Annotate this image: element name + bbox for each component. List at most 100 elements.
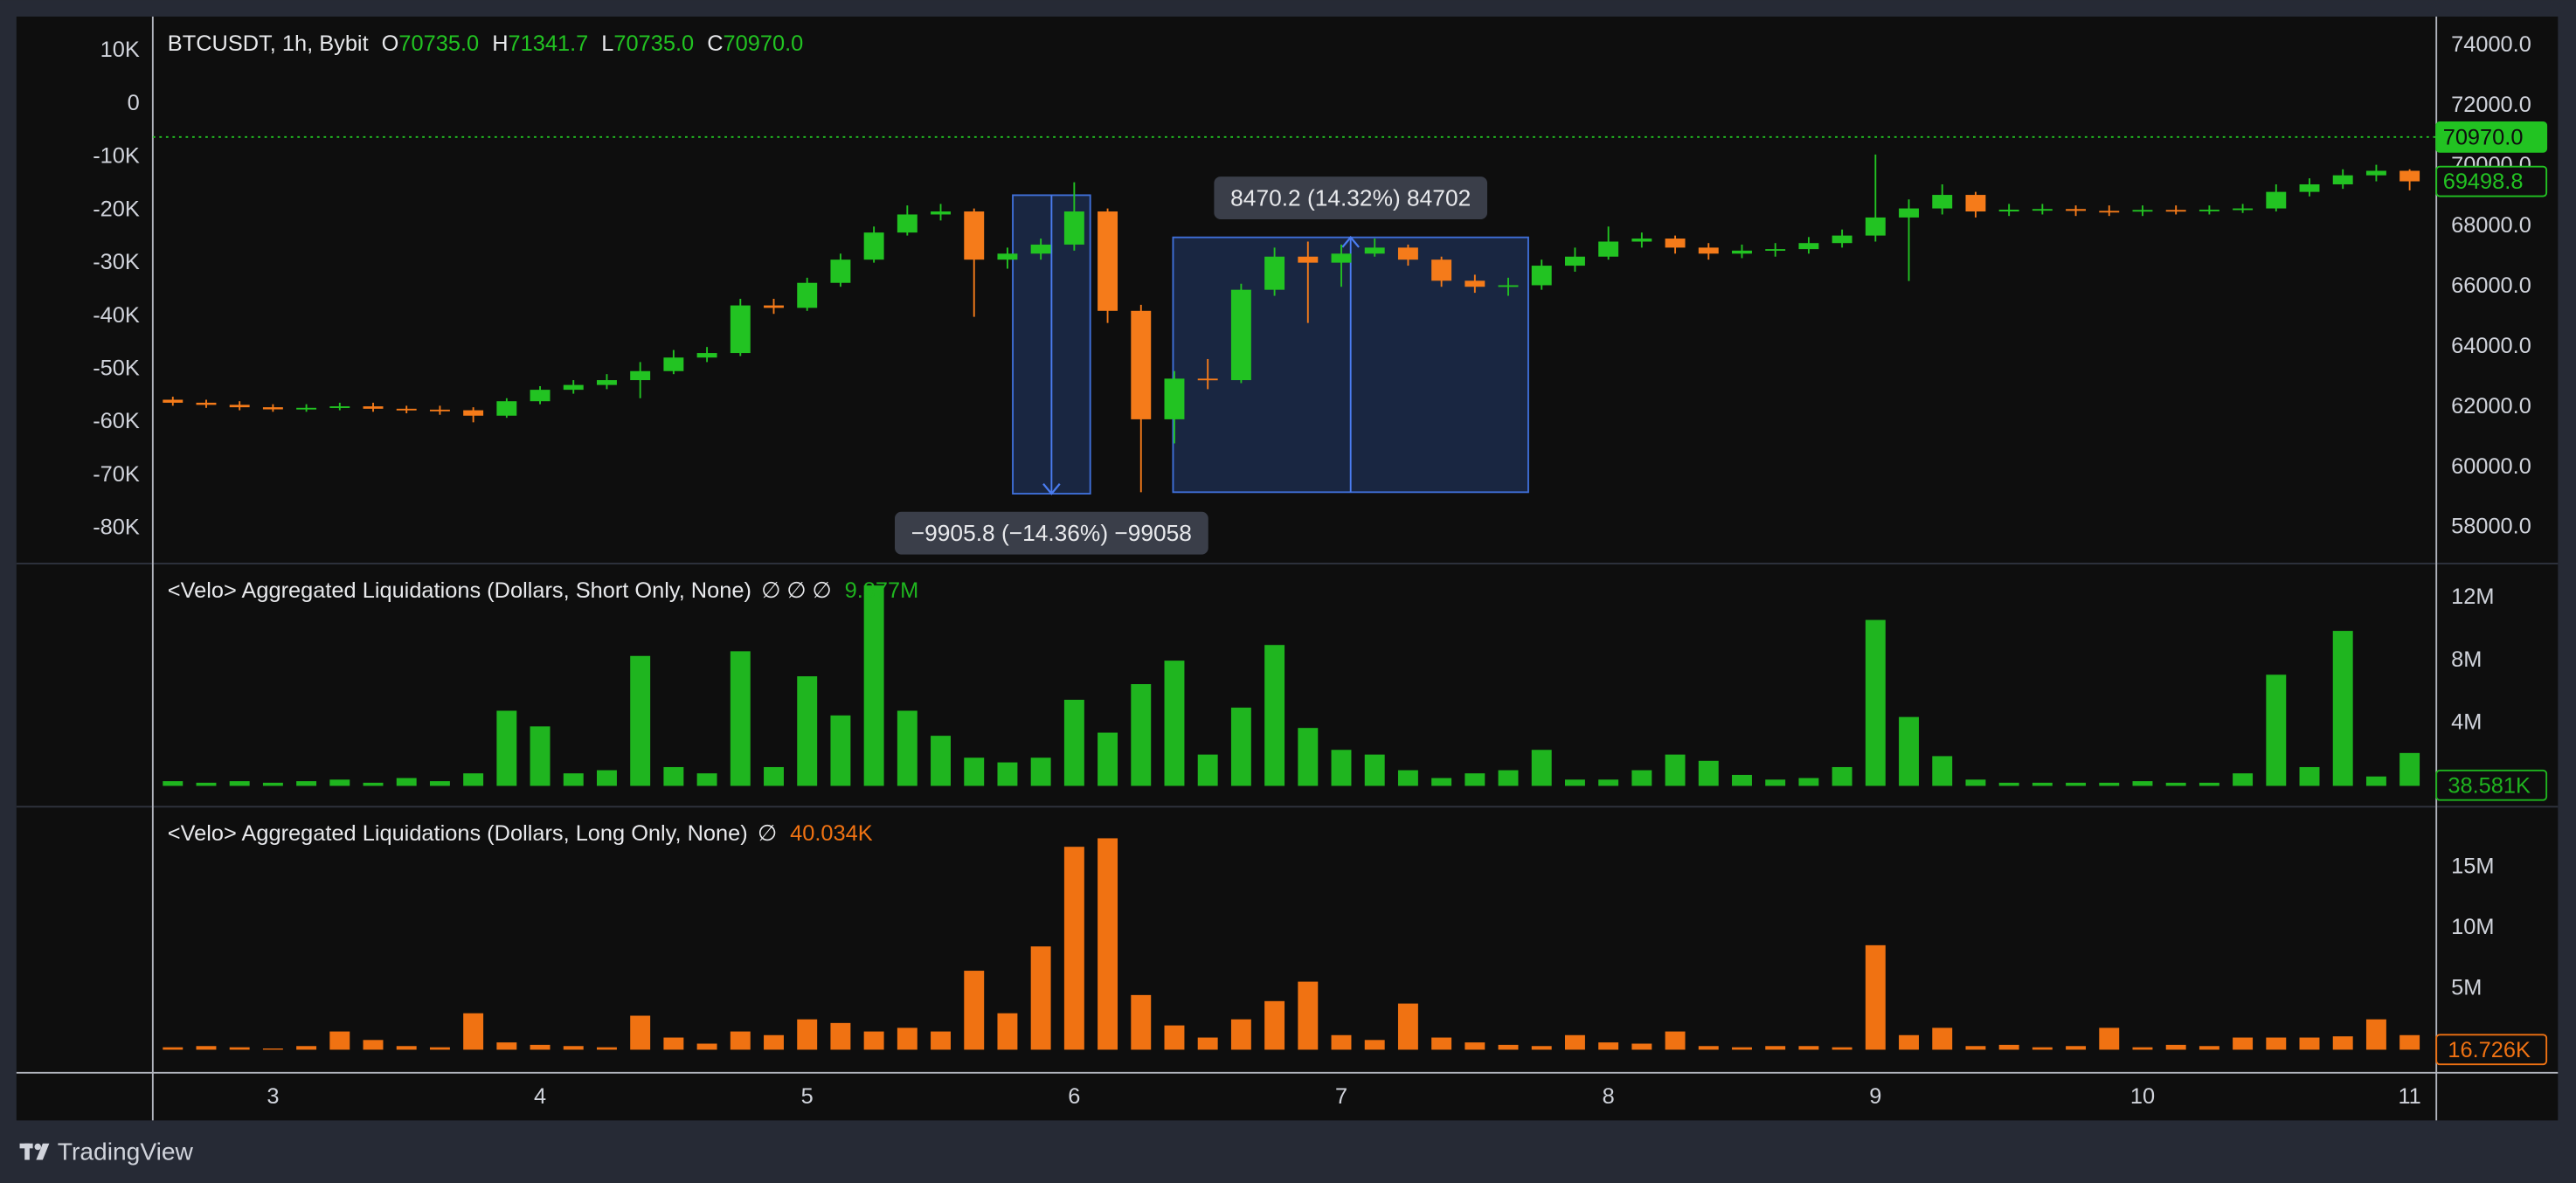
bar — [1364, 754, 1385, 786]
candle-body — [1431, 259, 1452, 281]
candle-body — [1932, 195, 1953, 209]
candle-body — [2399, 170, 2420, 182]
candle-body — [931, 211, 951, 215]
bar — [964, 758, 985, 786]
bar — [2233, 1037, 2254, 1050]
candle-body — [1197, 378, 1218, 381]
y-tick-label: 12M — [2451, 585, 2494, 609]
bar — [2299, 766, 2320, 786]
bar — [830, 1022, 851, 1050]
candle-body — [2099, 211, 2120, 213]
bar — [262, 782, 283, 786]
y-tick-label: 60000.0 — [2451, 454, 2531, 479]
field-value: 71341.7 — [509, 31, 589, 56]
measure-label: 8470.2 (14.32%) 84702 — [1230, 184, 1471, 211]
bar — [2099, 1027, 2120, 1050]
bar — [296, 781, 317, 786]
legend-symbols: ∅ — [758, 821, 777, 846]
field-key: O — [382, 31, 399, 56]
candle-body — [1131, 310, 1152, 419]
bar — [1865, 619, 1886, 786]
logo-part — [24, 1143, 30, 1160]
y2-tick-label: -30K — [93, 250, 140, 274]
bar — [1598, 1042, 1619, 1050]
y2-tick-label: -20K — [93, 197, 140, 221]
bar — [2066, 782, 2087, 786]
bar — [1598, 779, 1619, 786]
bar — [1564, 779, 1585, 786]
bar — [1298, 728, 1319, 786]
bar — [1264, 1000, 1285, 1050]
bar — [1331, 1034, 1352, 1050]
y2-tick-label: -10K — [93, 144, 140, 169]
bar — [1932, 1027, 1953, 1050]
bar — [1298, 981, 1319, 1050]
bar — [1230, 1019, 1251, 1050]
arrow-head — [1341, 235, 1360, 248]
bar — [2032, 1047, 2053, 1050]
candle-body — [2233, 208, 2254, 211]
bar — [1063, 699, 1084, 786]
bar — [897, 710, 918, 786]
bar — [530, 726, 551, 786]
candle-body — [1865, 217, 1886, 236]
bar — [229, 781, 250, 786]
brand-name: TradingView — [58, 1137, 194, 1165]
bar — [1899, 1034, 1919, 1050]
candle-body — [2365, 170, 2386, 176]
last-value-label: 16.726K — [2448, 1038, 2531, 1062]
brand-logo — [19, 1143, 50, 1160]
x-tick-label: 10 — [2130, 1084, 2155, 1109]
bar — [696, 773, 717, 786]
bar — [1932, 756, 1953, 786]
y-tick-label: 58000.0 — [2451, 515, 2531, 539]
bar — [1832, 1047, 1852, 1050]
bar — [163, 1047, 184, 1050]
bar — [1865, 944, 1886, 1050]
field-key: C — [707, 31, 723, 56]
legend-symbols: ∅ ∅ ∅ — [761, 578, 831, 603]
candle-body — [830, 259, 851, 283]
candle-body — [1498, 285, 1519, 287]
bar — [1998, 782, 2019, 786]
bar — [2099, 782, 2120, 786]
bar — [663, 1037, 684, 1050]
candle-body — [2332, 175, 2353, 184]
candle-body — [663, 357, 684, 371]
candle-body — [296, 407, 317, 410]
bar — [897, 1027, 918, 1050]
bar — [2332, 1036, 2353, 1050]
y-tick-label: 62000.0 — [2451, 394, 2531, 419]
field-value: 70735.0 — [398, 31, 479, 56]
bar — [2365, 1019, 2386, 1050]
bar — [1364, 1040, 1385, 1050]
candle-body — [329, 406, 350, 408]
y-tick-label: 15M — [2451, 854, 2494, 879]
y2-tick-label: -70K — [93, 462, 140, 487]
candle-body — [2266, 191, 2287, 209]
x-tick-label: 9 — [1869, 1084, 1881, 1109]
candle-body — [863, 232, 884, 260]
candle-body — [363, 406, 384, 409]
bar — [1765, 1046, 1786, 1050]
candle-body — [396, 408, 417, 411]
candle-body — [196, 402, 217, 405]
candle-body — [1598, 241, 1619, 257]
measure-label-bg — [1214, 176, 1488, 219]
candle-body — [696, 353, 717, 358]
candle-body — [563, 384, 584, 391]
bar — [2233, 773, 2254, 786]
bar — [797, 676, 818, 786]
bar — [730, 651, 751, 786]
y-tick-label: 64000.0 — [2451, 334, 2531, 358]
bar — [630, 1015, 651, 1050]
candle-body — [1564, 256, 1585, 266]
y2-tick-label: -50K — [93, 356, 140, 380]
candle-body — [630, 370, 651, 381]
candle-body — [1698, 247, 1719, 254]
field-key: H — [492, 31, 508, 56]
bar — [1798, 1046, 1819, 1050]
bar — [563, 1046, 584, 1050]
candle-body — [730, 305, 751, 354]
pane-legend: <Velo> Aggregated Liquidations (Dollars,… — [168, 821, 873, 846]
